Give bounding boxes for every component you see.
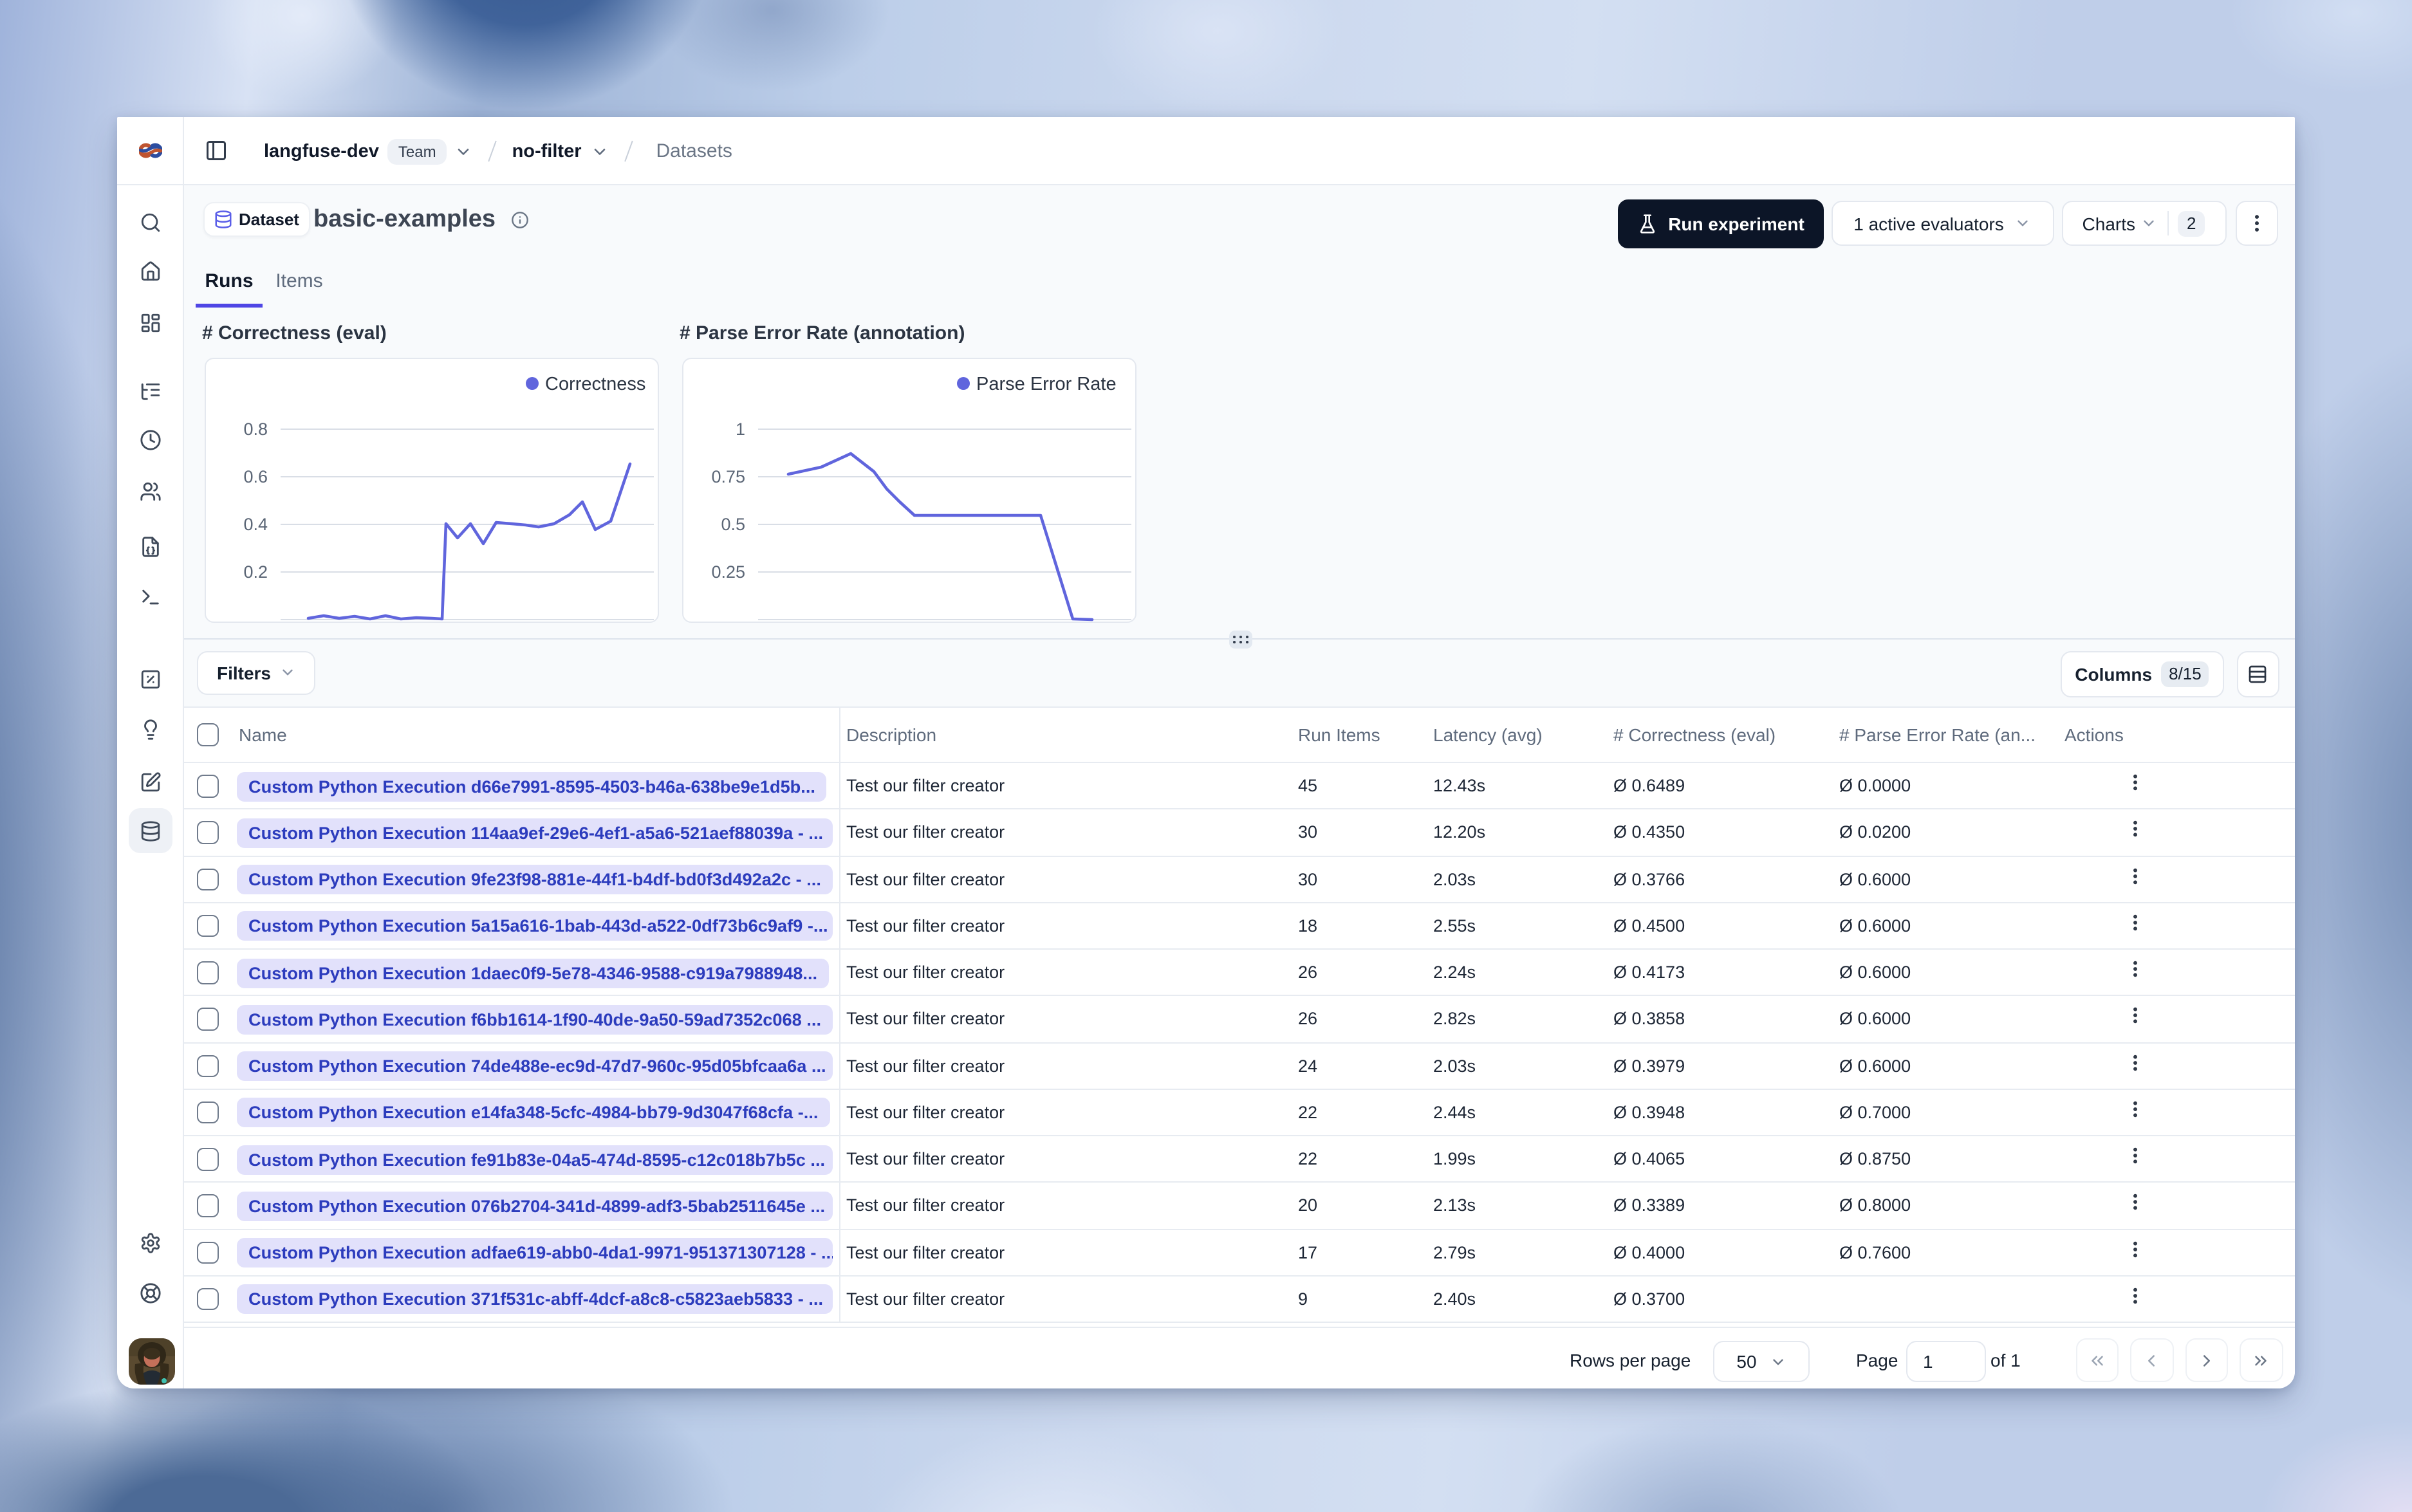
svg-text:0.75: 0.75: [711, 467, 745, 486]
svg-text:0.5: 0.5: [721, 515, 745, 534]
svg-text:0.2: 0.2: [243, 562, 267, 582]
svg-text:Parse Error Rate: Parse Error Rate: [976, 374, 1117, 394]
svg-text:1: 1: [736, 419, 745, 439]
svg-text:Correctness: Correctness: [544, 374, 645, 394]
svg-text:0.8: 0.8: [243, 419, 267, 439]
svg-text:0.25: 0.25: [711, 562, 745, 582]
svg-text:0.4: 0.4: [243, 515, 267, 534]
svg-text:0.6: 0.6: [243, 467, 267, 486]
